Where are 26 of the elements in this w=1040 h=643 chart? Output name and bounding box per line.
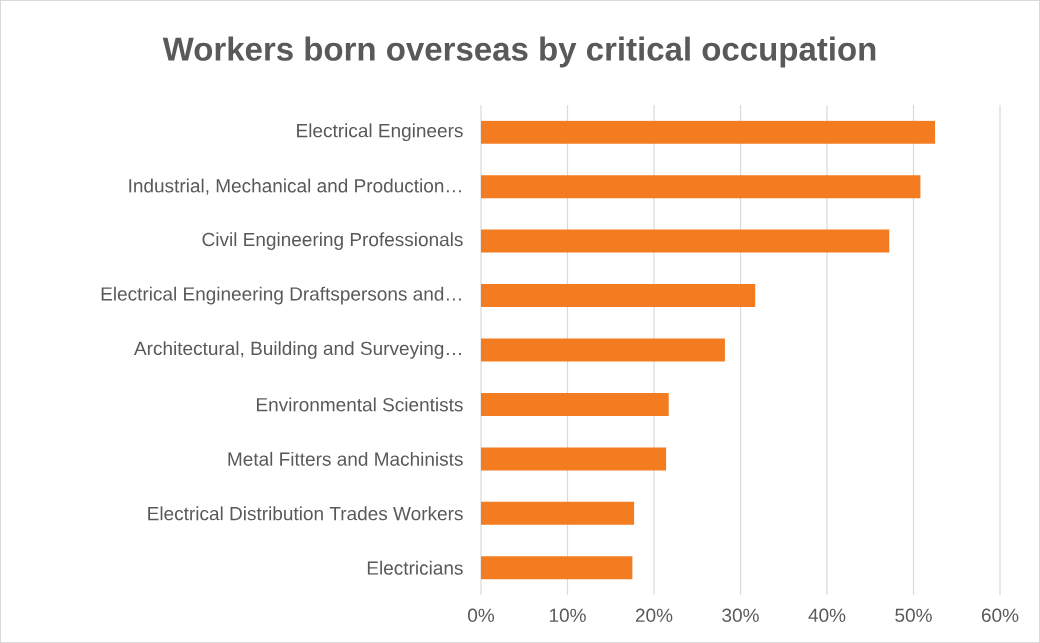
y-tick-label: Electrical Distribution Trades Workers [148, 506, 463, 521]
y-tick-label: Electrical Engineering Draftspersons and… [101, 286, 461, 305]
bar [481, 229, 890, 253]
x-tick-label: 60% [981, 608, 1019, 622]
bar [481, 284, 756, 308]
bar [481, 501, 635, 525]
bar [481, 392, 669, 416]
y-tick-label: Architectural, Building and Surveying… [134, 341, 461, 359]
x-tick-label: 20% [635, 608, 673, 622]
bar [481, 556, 633, 580]
y-tick-label: Environmental Scientists [256, 397, 463, 412]
bar [481, 175, 921, 199]
bar [481, 447, 667, 471]
y-tick-label: Metal Fitters and Machinists [228, 451, 463, 466]
x-tick-label: 40% [808, 608, 846, 622]
y-tick-label: Industrial, Mechanical and Production… [129, 178, 461, 195]
bar [481, 120, 936, 144]
y-tick-label: Electrical Engineers [297, 123, 463, 142]
bar [481, 338, 725, 362]
chart-title: Workers born overseas by critical occupation [162, 36, 876, 68]
y-tick-label: Civil Engineering Professionals [202, 232, 463, 250]
x-tick-label: 0% [468, 608, 495, 622]
x-tick-label: 50% [895, 608, 932, 622]
x-tick-label: 10% [549, 608, 586, 622]
y-tick-label: Electricians [367, 560, 463, 575]
x-tick-label: 30% [722, 608, 759, 622]
